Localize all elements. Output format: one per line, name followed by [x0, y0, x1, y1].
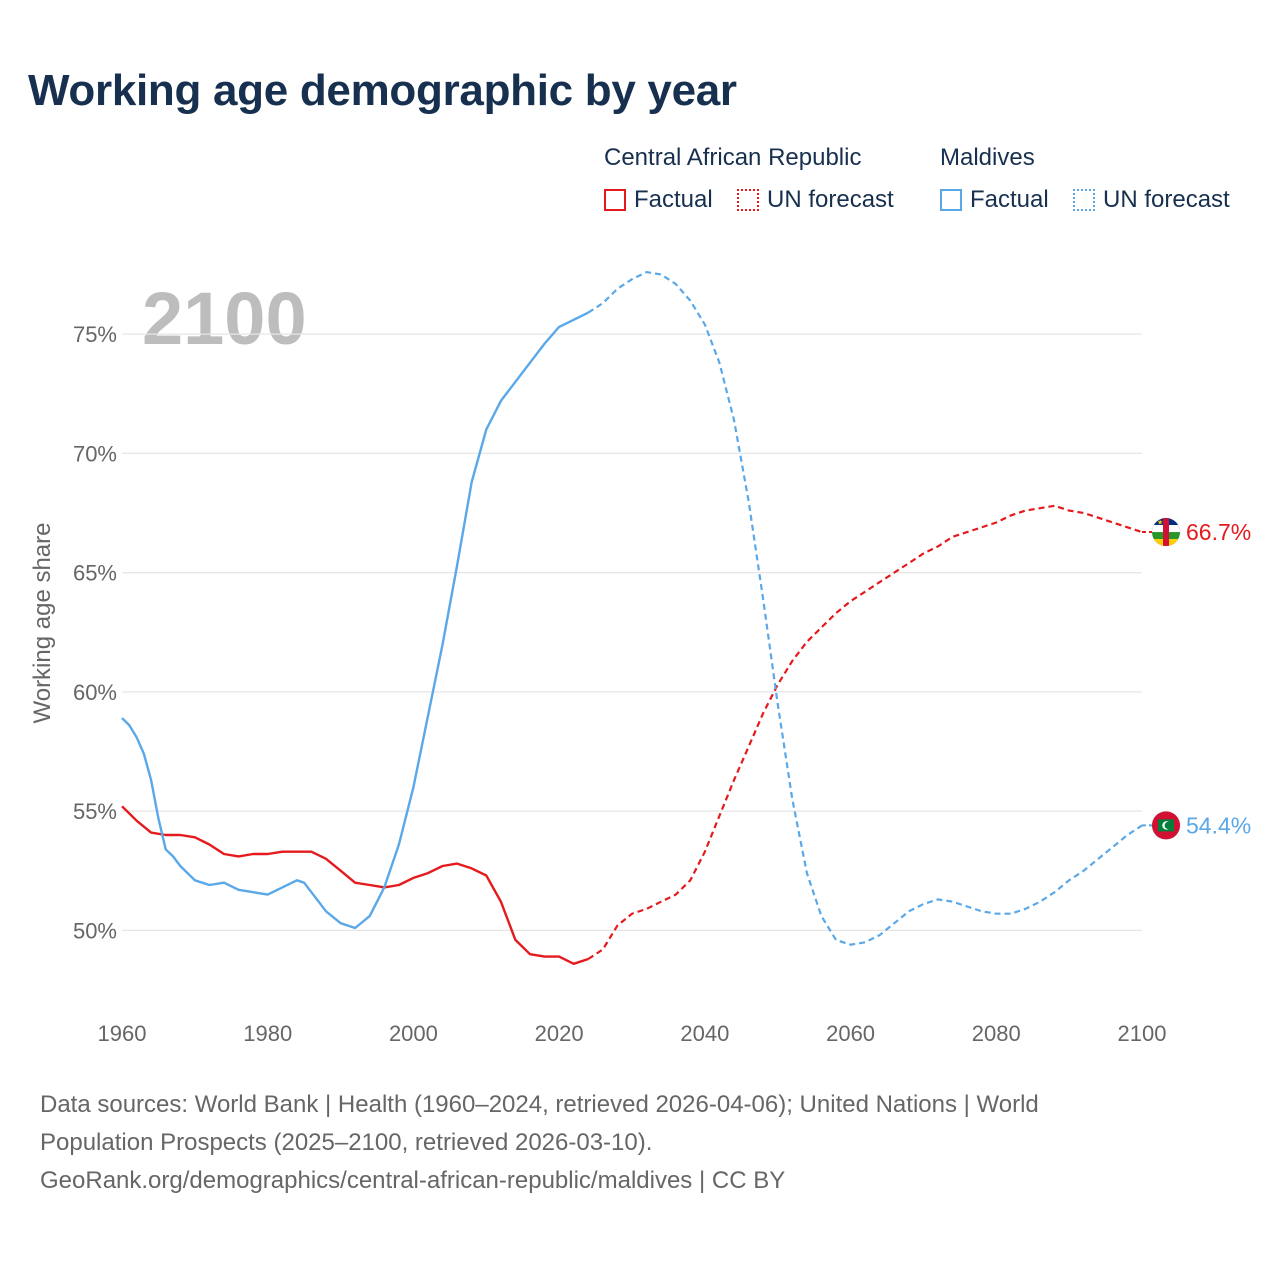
- x-tick-label: 1960: [98, 1021, 147, 1046]
- legend-swatch-maldives-factual: [940, 189, 962, 211]
- y-tick-label: 75%: [73, 322, 117, 347]
- series-line-car-forecast[interactable]: [587, 504, 1143, 960]
- legend-item-car-factual[interactable]: Factual: [604, 186, 713, 214]
- y-tick-label: 55%: [73, 799, 117, 824]
- footer-sources-line2: Population Prospects (2025–2100, retriev…: [40, 1129, 653, 1156]
- footer-attribution[interactable]: GeoRank.org/demographics/central-african…: [40, 1167, 786, 1194]
- chart-title: Working age demographic by year: [28, 66, 737, 115]
- line-chart: 2100 50% 55% 60% 65% 70% 75% 1960 1980 2000 2020 2…: [29, 270, 1251, 1046]
- y-tick-label: 70%: [73, 441, 117, 466]
- y-tick-label: 60%: [73, 680, 117, 705]
- y-axis-label: Working age share: [29, 523, 56, 724]
- legend-label-maldives-factual: Factual: [970, 186, 1049, 213]
- footer-sources-line1: Data sources: World Bank | Health (1960–…: [40, 1091, 1039, 1118]
- legend-group-title-maldives: Maldives: [940, 144, 1035, 171]
- x-tick-label: 2060: [826, 1021, 875, 1046]
- year-watermark: 2100: [142, 277, 307, 360]
- svg-text:★: ★: [1157, 519, 1163, 527]
- series-line-car-factual[interactable]: [121, 805, 589, 965]
- legend-label-maldives-forecast: UN forecast: [1103, 186, 1230, 213]
- y-tick-label: 50%: [73, 918, 117, 943]
- x-tick-label: 2000: [389, 1021, 438, 1046]
- legend-swatch-maldives-forecast: [1073, 189, 1095, 211]
- end-value-label-maldives: 54.4%: [1186, 812, 1251, 838]
- series-line-maldives-factual[interactable]: [121, 311, 589, 930]
- legend-group-title-car: Central African Republic: [604, 144, 862, 171]
- series-line-maldives-forecast[interactable]: [587, 270, 1143, 946]
- legend-swatch-car-forecast: [737, 189, 759, 211]
- footer: Data sources: World Bank | Health (1960–…: [40, 1086, 1240, 1200]
- x-tick-label: 2080: [972, 1021, 1021, 1046]
- x-tick-label: 1980: [243, 1021, 292, 1046]
- legend-label-car-forecast: UN forecast: [767, 186, 894, 213]
- x-tick-label: 2020: [535, 1021, 584, 1046]
- y-tick-label: 65%: [73, 561, 117, 586]
- x-tick-label: 2100: [1118, 1021, 1167, 1046]
- legend-item-car-forecast[interactable]: UN forecast: [737, 186, 894, 214]
- flag-maldives-icon: [1151, 810, 1181, 840]
- flag-central-african-republic-icon: ★: [1151, 517, 1181, 547]
- end-value-label-car: 66.7%: [1186, 519, 1251, 545]
- legend-swatch-car-factual: [604, 189, 626, 211]
- legend-label-car-factual: Factual: [634, 186, 713, 213]
- x-tick-label: 2040: [680, 1021, 729, 1046]
- legend-item-maldives-factual[interactable]: Factual: [940, 186, 1049, 214]
- legend-item-maldives-forecast[interactable]: UN forecast: [1073, 186, 1230, 214]
